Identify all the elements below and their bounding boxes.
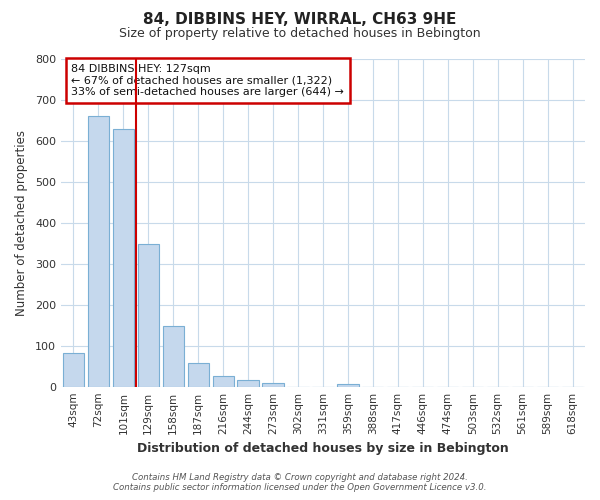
Text: Contains HM Land Registry data © Crown copyright and database right 2024.
Contai: Contains HM Land Registry data © Crown c…: [113, 473, 487, 492]
Bar: [88, 116, 109, 386]
Text: 84 DIBBINS HEY: 127sqm
← 67% of detached houses are smaller (1,322)
33% of semi-: 84 DIBBINS HEY: 127sqm ← 67% of detached…: [71, 64, 344, 97]
Bar: [238, 380, 259, 386]
Bar: [137, 244, 159, 386]
Bar: [337, 384, 359, 386]
X-axis label: Distribution of detached houses by size in Bebington: Distribution of detached houses by size …: [137, 442, 509, 455]
Bar: [262, 384, 284, 386]
Y-axis label: Number of detached properties: Number of detached properties: [15, 130, 28, 316]
Text: Size of property relative to detached houses in Bebington: Size of property relative to detached ho…: [119, 28, 481, 40]
Bar: [212, 376, 234, 386]
Bar: [63, 353, 84, 386]
Text: 84, DIBBINS HEY, WIRRAL, CH63 9HE: 84, DIBBINS HEY, WIRRAL, CH63 9HE: [143, 12, 457, 28]
Bar: [163, 326, 184, 386]
Bar: [113, 128, 134, 386]
Bar: [188, 364, 209, 386]
